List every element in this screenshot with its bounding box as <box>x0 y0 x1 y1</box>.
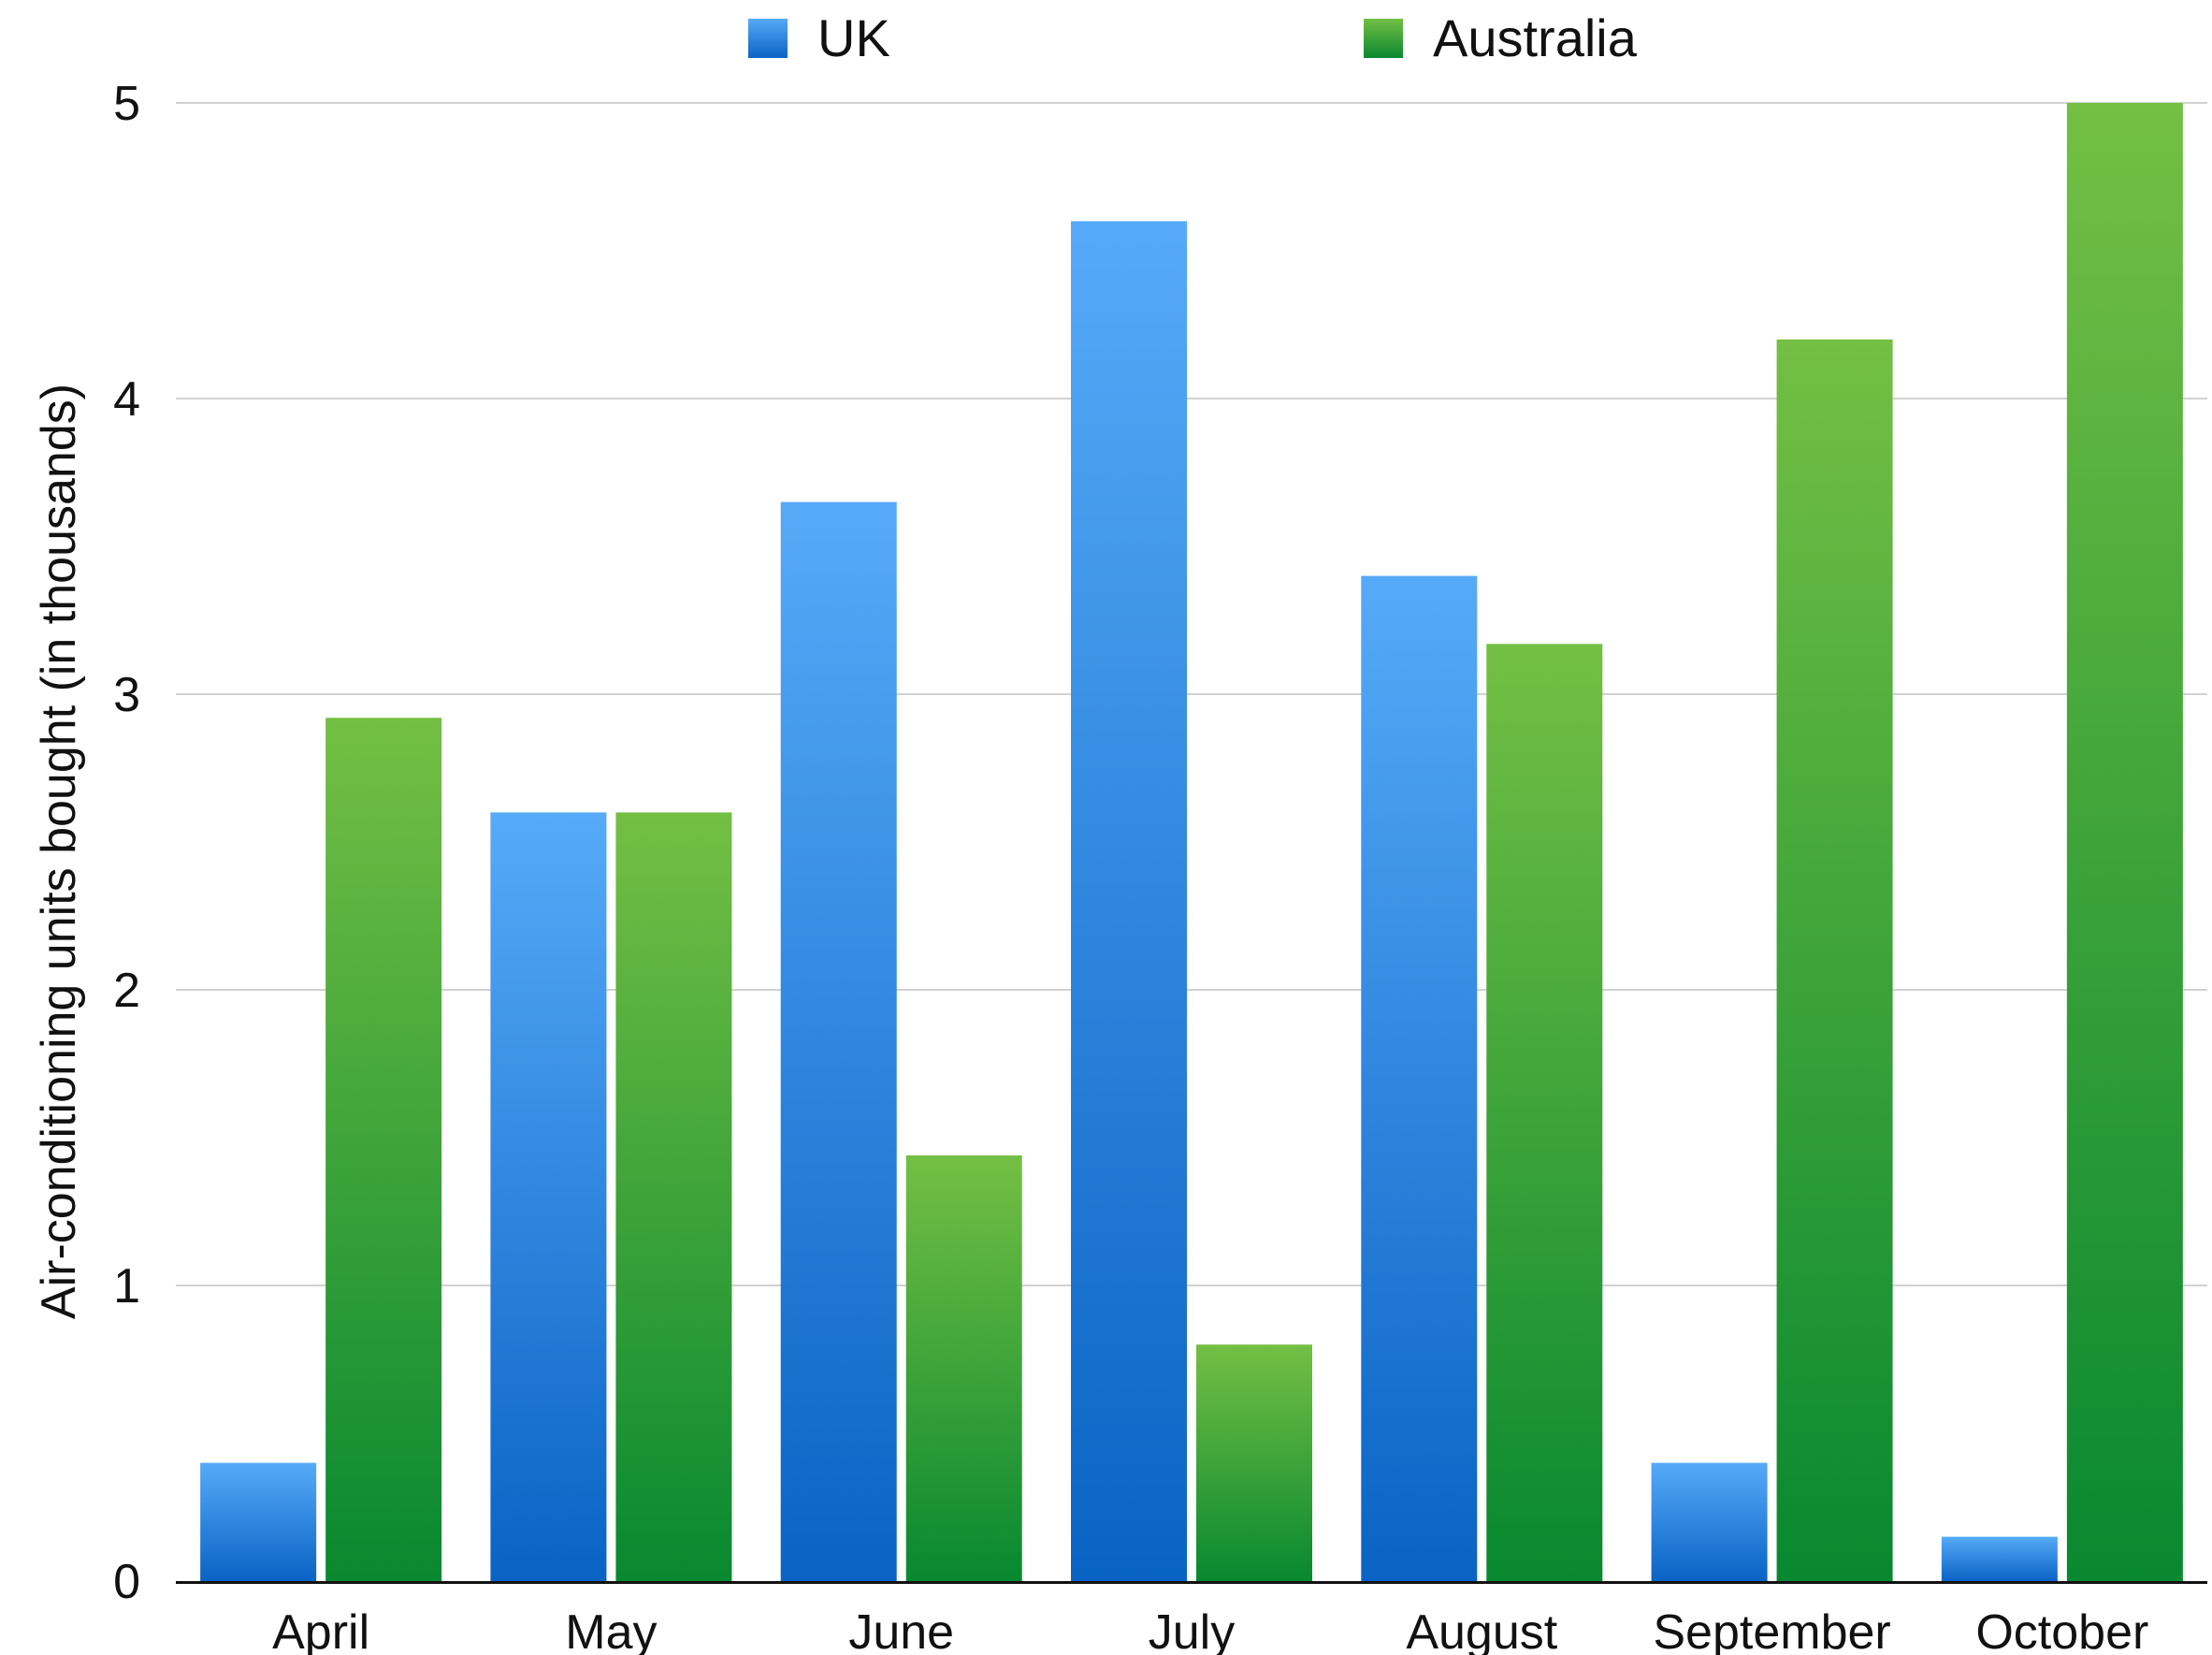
bar-australia-july <box>1196 1344 1312 1581</box>
y-tick-label: 2 <box>113 964 140 1018</box>
x-tick-label-april: April <box>272 1605 369 1655</box>
y-tick-label: 1 <box>113 1259 140 1314</box>
bar-australia-october <box>2066 103 2183 1581</box>
bar-australia-september <box>1776 339 1893 1581</box>
x-tick-label-june: June <box>848 1605 954 1655</box>
legend-swatch-australia <box>1364 19 1403 58</box>
bar-australia-august <box>1486 644 1603 1581</box>
x-tick-label-august: August <box>1406 1605 1557 1655</box>
x-tick-label-october: October <box>1975 1605 2148 1655</box>
bar-uk-august <box>1361 575 1478 1581</box>
legend: UK Australia <box>748 8 1638 67</box>
bars <box>200 103 2183 1581</box>
bar-uk-october <box>1941 1536 2058 1581</box>
bar-uk-september <box>1651 1462 1768 1581</box>
bar-uk-june <box>780 501 897 1581</box>
y-tick-label: 4 <box>113 372 140 427</box>
y-tick-label: 3 <box>113 668 140 722</box>
x-tick-label-may: May <box>565 1605 657 1655</box>
x-tick-label-july: July <box>1149 1605 1235 1655</box>
x-axis-tick-labels: April May June July August September October <box>272 1605 2148 1655</box>
legend-label-uk: UK <box>817 8 890 67</box>
bar-australia-june <box>905 1154 1022 1581</box>
bar-uk-july <box>1071 221 1187 1581</box>
bar-uk-may <box>490 812 607 1581</box>
y-axis-tick-labels: 0 1 2 3 4 5 <box>113 77 140 1609</box>
y-axis-title: Air-conditioning units bought (in thousa… <box>32 384 86 1319</box>
gridlines <box>176 102 2207 1286</box>
bar-australia-april <box>325 718 442 1581</box>
y-tick-label: 0 <box>113 1555 140 1609</box>
bar-australia-may <box>615 812 732 1581</box>
legend-swatch-uk <box>748 19 788 58</box>
legend-label-australia: Australia <box>1433 8 1638 67</box>
x-tick-label-september: September <box>1653 1605 1890 1655</box>
y-tick-label: 5 <box>113 77 140 131</box>
bar-uk-april <box>200 1462 317 1581</box>
